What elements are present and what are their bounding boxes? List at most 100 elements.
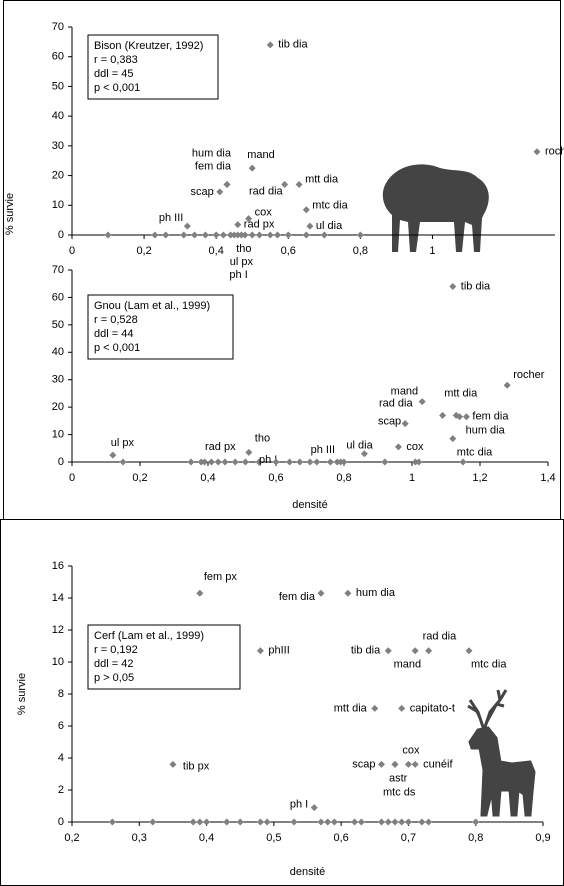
y-axis-label: % survie bbox=[4, 193, 16, 235]
point bbox=[411, 760, 419, 768]
point-label: tib dia bbox=[461, 280, 491, 292]
point bbox=[223, 818, 231, 826]
point-label: ul dia bbox=[346, 440, 373, 452]
x-tick-label: 0 bbox=[69, 245, 75, 257]
point bbox=[227, 231, 235, 239]
x-tick-label: 0,6 bbox=[333, 832, 348, 844]
y-tick-label: 8 bbox=[58, 688, 64, 700]
point bbox=[415, 458, 423, 466]
point bbox=[231, 458, 239, 466]
point-label: phIII bbox=[268, 645, 289, 657]
deer-silhouette bbox=[467, 689, 536, 817]
point-label: ul dia bbox=[316, 220, 343, 232]
point-label: mand bbox=[247, 149, 275, 161]
point-label: rad dia bbox=[249, 185, 284, 197]
point bbox=[151, 231, 159, 239]
point-label: fem dia bbox=[472, 411, 509, 423]
point bbox=[340, 458, 348, 466]
point-label: rad dia bbox=[379, 397, 414, 409]
point bbox=[203, 818, 211, 826]
point bbox=[378, 818, 386, 826]
point-label: mtt dia bbox=[334, 702, 368, 714]
point-label: tib dia bbox=[278, 39, 308, 51]
point bbox=[241, 458, 249, 466]
stats-title: Cerf (Lam et al., 1999) bbox=[94, 630, 204, 642]
point-label: cox bbox=[402, 744, 420, 756]
y-tick-label: 30 bbox=[52, 140, 64, 152]
stats-line: p > 0,05 bbox=[94, 672, 134, 684]
point bbox=[256, 647, 264, 655]
point-label: rocher bbox=[545, 146, 564, 158]
point bbox=[223, 180, 231, 188]
point bbox=[162, 231, 170, 239]
y-tick-label: 10 bbox=[52, 428, 64, 440]
point bbox=[330, 818, 338, 826]
point bbox=[256, 818, 264, 826]
point bbox=[472, 818, 480, 826]
x-tick-label: 0,2 bbox=[64, 832, 79, 844]
point bbox=[201, 458, 209, 466]
x-tick-label: 0,8 bbox=[468, 832, 483, 844]
point bbox=[281, 180, 289, 188]
point bbox=[214, 458, 222, 466]
y-tick-label: 40 bbox=[52, 346, 64, 358]
y-tick-label: 2 bbox=[58, 784, 64, 796]
point-label: mand bbox=[394, 659, 422, 671]
point-label: fem dia bbox=[195, 160, 232, 172]
stats-box bbox=[87, 624, 241, 690]
point-label: cunéif bbox=[423, 758, 453, 770]
x-tick-label: 1 bbox=[429, 245, 435, 257]
point bbox=[439, 411, 447, 419]
y-tick-label: 12 bbox=[52, 624, 64, 636]
point bbox=[295, 180, 303, 188]
bison-silhouette bbox=[382, 164, 489, 252]
x-tick-label: 0 bbox=[69, 472, 75, 484]
point bbox=[371, 704, 379, 712]
y-tick-label: 50 bbox=[52, 80, 64, 92]
point-label: scap bbox=[191, 186, 214, 198]
point bbox=[503, 381, 511, 389]
point-label: mtc dia bbox=[312, 200, 348, 212]
point bbox=[384, 818, 392, 826]
x-tick-label: 1,2 bbox=[472, 472, 487, 484]
y-tick-label: 50 bbox=[52, 319, 64, 331]
x-tick-label: 0,6 bbox=[281, 245, 296, 257]
point bbox=[391, 818, 399, 826]
point-label: astr bbox=[389, 772, 408, 784]
point bbox=[248, 164, 256, 172]
point bbox=[398, 818, 406, 826]
point bbox=[234, 221, 242, 229]
point-label: ph III bbox=[311, 444, 335, 456]
point bbox=[360, 450, 368, 458]
top-panel-frame bbox=[3, 0, 561, 520]
point-label: rocher bbox=[513, 369, 545, 381]
point bbox=[234, 231, 242, 239]
y-tick-label: 16 bbox=[52, 560, 64, 572]
point-label: cox bbox=[255, 207, 273, 219]
x-axis-label: densité bbox=[292, 499, 327, 511]
point-label: ph III bbox=[159, 212, 183, 224]
stats-line: r = 0,528 bbox=[94, 314, 138, 326]
point-label: mtc ds bbox=[383, 786, 416, 798]
point-label: tho bbox=[236, 243, 251, 255]
stats-title: Bison (Kreutzer, 1992) bbox=[94, 40, 203, 52]
point bbox=[394, 443, 402, 451]
point-label: cox bbox=[406, 441, 424, 453]
point bbox=[411, 647, 419, 655]
stats-line: ddl = 45 bbox=[94, 68, 133, 80]
point bbox=[196, 589, 204, 597]
point-label: hum dia bbox=[192, 147, 232, 159]
x-tick-label: 0,6 bbox=[268, 472, 283, 484]
point bbox=[119, 458, 127, 466]
point-label: ul px bbox=[230, 256, 254, 268]
point bbox=[149, 818, 157, 826]
point bbox=[326, 458, 334, 466]
point bbox=[189, 818, 197, 826]
point-label: mand bbox=[391, 386, 419, 398]
point-label: ph I bbox=[290, 799, 308, 811]
point bbox=[449, 435, 457, 443]
point bbox=[306, 222, 314, 230]
point-label: hum dia bbox=[466, 425, 506, 437]
point-label: capitato-t bbox=[410, 702, 455, 714]
